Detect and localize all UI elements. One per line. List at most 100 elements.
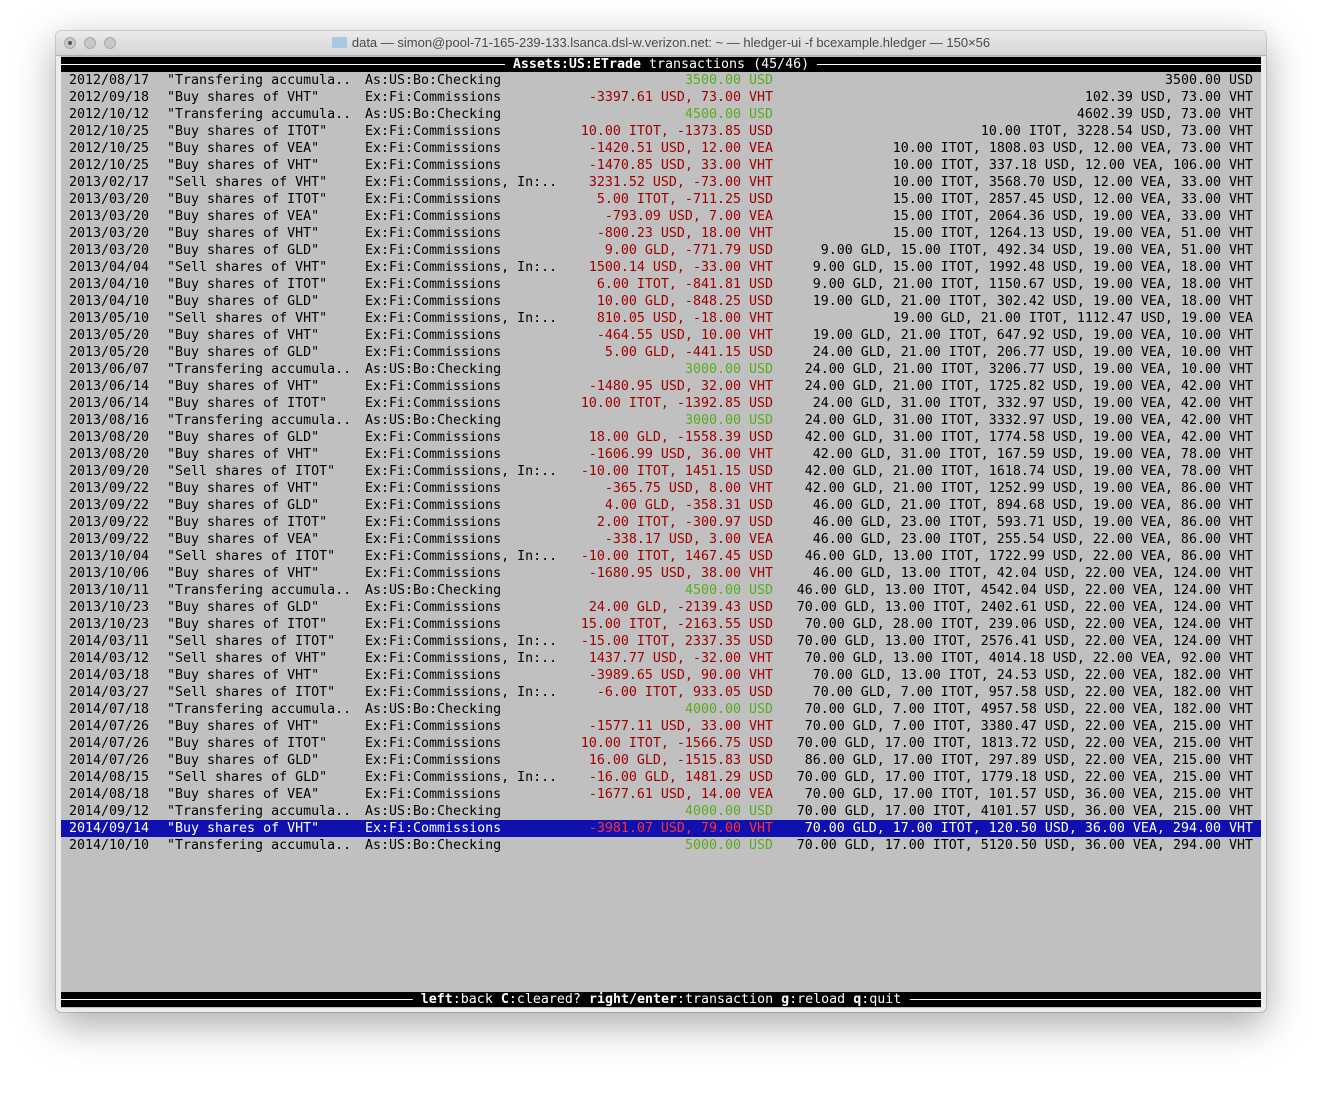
table-row[interactable]: 2013/05/20 "Buy shares of GLD" Ex:Fi:Commi… [61,344,1261,361]
row-amount: 6.00 ITOT, -841.81 USD [596,277,773,292]
row-account: As:US:Bo:Checking [365,362,502,377]
row-balance: 70.00 GLD, 7.00 ITOT, 957.58 USD, 22.00 … [812,685,1253,700]
row-account: Ex:Fi:Commissions [365,243,502,258]
minimize-button[interactable] [84,37,96,49]
table-row[interactable]: 2013/03/20 "Buy shares of VEA" Ex:Fi:Commi… [61,208,1261,225]
close-button[interactable] [64,37,76,49]
row-account: Ex:Fi:Commissions, In:.. [365,651,558,666]
table-row[interactable]: 2014/03/11 "Sell shares of ITOT" Ex:Fi:Com… [61,633,1261,650]
table-row[interactable]: 2013/02/17 "Sell shares of VHT" Ex:Fi:Comm… [61,174,1261,191]
row-balance: 70.00 GLD, 13.00 ITOT, 2576.41 USD, 22.0… [796,634,1253,649]
table-row[interactable]: 2013/09/22 "Buy shares of GLD" Ex:Fi:Commi… [61,497,1261,514]
table-row[interactable]: 2013/08/20 "Buy shares of VHT" Ex:Fi:Commi… [61,446,1261,463]
row-description: "Transfering accumula.. [167,107,352,122]
table-row[interactable]: 2014/09/12 "Transfering accumula.. As:US:B… [61,803,1261,820]
table-row[interactable]: 2013/10/04 "Sell shares of ITOT" Ex:Fi:Com… [61,548,1261,565]
screen-footer: left:back C:cleared? right/enter:transac… [61,992,1261,1007]
table-row[interactable]: 2013/05/10 "Sell shares of VHT" Ex:Fi:Comm… [61,310,1261,327]
table-row[interactable]: 2013/08/16 "Transfering accumula.. As:US:B… [61,412,1261,429]
table-row[interactable]: 2013/09/22 "Buy shares of VHT" Ex:Fi:Commi… [61,480,1261,497]
row-description: "Sell shares of VHT" [167,260,328,275]
row-balance: 9.00 GLD, 15.00 ITOT, 1992.48 USD, 19.00… [812,260,1253,275]
row-amount: -3397.61 USD, 73.00 VHT [588,90,773,105]
row-date: 2012/10/25 [69,124,150,139]
table-row[interactable]: 2013/04/04 "Sell shares of VHT" Ex:Fi:Comm… [61,259,1261,276]
row-description: "Buy shares of VHT" [167,226,320,241]
table-row[interactable]: 2012/09/18 "Buy shares of VHT" Ex:Fi:Commi… [61,89,1261,106]
row-balance: 70.00 GLD, 17.00 ITOT, 1813.72 USD, 22.0… [796,736,1253,751]
row-balance: 4602.39 USD, 73.00 VHT [1076,107,1253,122]
table-row[interactable]: 2013/04/10 "Buy shares of ITOT" Ex:Fi:Comm… [61,276,1261,293]
row-description: "Sell shares of ITOT" [167,634,336,649]
row-amount: 10.00 ITOT, -1373.85 USD [580,124,773,139]
table-row[interactable]: 2013/04/10 "Buy shares of GLD" Ex:Fi:Commi… [61,293,1261,310]
table-row[interactable]: 2013/10/11 "Transfering accumula.. As:US:B… [61,582,1261,599]
table-row[interactable]: 2013/10/23 "Buy shares of GLD" Ex:Fi:Commi… [61,599,1261,616]
table-row[interactable]: 2013/09/20 "Sell shares of ITOT" Ex:Fi:Com… [61,463,1261,480]
table-row-selected[interactable]: 2014/09/14 "Buy shares of VHT" Ex:Fi:Commi… [61,820,1261,837]
table-row[interactable]: 2012/10/25 "Buy shares of VEA" Ex:Fi:Commi… [61,140,1261,157]
row-balance: 70.00 GLD, 13.00 ITOT, 4014.18 USD, 22.0… [804,651,1253,666]
row-account: As:US:Bo:Checking [365,702,502,717]
table-row[interactable]: 2013/06/14 "Buy shares of VHT" Ex:Fi:Commi… [61,378,1261,395]
row-date: 2014/03/27 [69,685,150,700]
row-description: "Transfering accumula.. [167,73,352,88]
table-row[interactable]: 2013/03/20 "Buy shares of GLD" Ex:Fi:Commi… [61,242,1261,259]
row-description: "Buy shares of ITOT" [167,124,328,139]
table-row[interactable]: 2014/03/27 "Sell shares of ITOT" Ex:Fi:Com… [61,684,1261,701]
table-row[interactable]: 2014/07/26 "Buy shares of GLD" Ex:Fi:Commi… [61,752,1261,769]
table-row[interactable]: 2013/05/20 "Buy shares of VHT" Ex:Fi:Commi… [61,327,1261,344]
table-row[interactable]: 2014/03/12 "Sell shares of VHT" Ex:Fi:Comm… [61,650,1261,667]
row-amount: 3231.52 USD, -73.00 VHT [588,175,773,190]
table-row[interactable]: 2013/08/20 "Buy shares of GLD" Ex:Fi:Commi… [61,429,1261,446]
row-amount: 5.00 GLD, -441.15 USD [604,345,773,360]
row-account: Ex:Fi:Commissions [365,532,502,547]
row-amount: 3000.00 USD [684,413,773,428]
row-account: Ex:Fi:Commissions, In:.. [365,685,558,700]
row-balance: 46.00 GLD, 23.00 ITOT, 593.71 USD, 19.00… [812,515,1253,530]
row-date: 2014/08/18 [69,787,150,802]
row-balance: 15.00 ITOT, 1264.13 USD, 19.00 VEA, 51.0… [892,226,1253,241]
row-description: "Transfering accumula.. [167,362,352,377]
key-help: left:back C:cleared? right/enter:transac… [412,992,910,1007]
row-balance: 24.00 GLD, 31.00 ITOT, 3332.97 USD, 19.0… [804,413,1253,428]
transaction-list[interactable]: 2012/08/17 "Transfering accumula.. As:US:B… [61,72,1261,854]
table-row[interactable]: 2013/09/22 "Buy shares of VEA" Ex:Fi:Commi… [61,531,1261,548]
table-row[interactable]: 2014/10/10 "Transfering accumula.. As:US:B… [61,837,1261,854]
key-hint-transaction: right/enter:transaction [588,992,774,1007]
row-account: Ex:Fi:Commissions [365,90,502,105]
table-row[interactable]: 2012/10/12 "Transfering accumula.. As:US:B… [61,106,1261,123]
row-balance: 70.00 GLD, 17.00 ITOT, 1779.18 USD, 22.0… [796,770,1253,785]
row-description: "Buy shares of ITOT" [167,192,328,207]
row-account: Ex:Fi:Commissions [365,345,502,360]
table-row[interactable]: 2013/10/23 "Buy shares of ITOT" Ex:Fi:Comm… [61,616,1261,633]
table-row[interactable]: 2013/06/07 "Transfering accumula.. As:US:B… [61,361,1261,378]
table-row[interactable]: 2014/07/26 "Buy shares of VHT" Ex:Fi:Commi… [61,718,1261,735]
row-balance: 24.00 GLD, 21.00 ITOT, 206.77 USD, 19.00… [812,345,1253,360]
table-row[interactable]: 2012/08/17 "Transfering accumula.. As:US:B… [61,72,1261,89]
row-description: "Buy shares of ITOT" [167,736,328,751]
table-row[interactable]: 2014/07/18 "Transfering accumula.. As:US:B… [61,701,1261,718]
table-row[interactable]: 2013/10/06 "Buy shares of VHT" Ex:Fi:Commi… [61,565,1261,582]
table-row[interactable]: 2013/06/14 "Buy shares of ITOT" Ex:Fi:Comm… [61,395,1261,412]
row-description: "Buy shares of VEA" [167,532,320,547]
table-row[interactable]: 2013/03/20 "Buy shares of ITOT" Ex:Fi:Comm… [61,191,1261,208]
table-row[interactable]: 2013/03/20 "Buy shares of VHT" Ex:Fi:Commi… [61,225,1261,242]
row-description: "Buy shares of VHT" [167,821,320,836]
terminal-screen[interactable]: Assets:US:ETrade transactions (45/46) 20… [61,56,1261,1008]
zoom-button[interactable] [104,37,116,49]
table-row[interactable]: 2012/10/25 "Buy shares of ITOT" Ex:Fi:Comm… [61,123,1261,140]
table-row[interactable]: 2014/03/18 "Buy shares of VHT" Ex:Fi:Commi… [61,667,1261,684]
table-row[interactable]: 2014/08/18 "Buy shares of VEA" Ex:Fi:Commi… [61,786,1261,803]
row-account: Ex:Fi:Commissions, In:.. [365,464,558,479]
header-account: Assets:US:ETrade [512,57,641,72]
table-row[interactable]: 2014/08/15 "Sell shares of GLD" Ex:Fi:Comm… [61,769,1261,786]
table-row[interactable]: 2014/07/26 "Buy shares of ITOT" Ex:Fi:Comm… [61,735,1261,752]
row-date: 2013/06/14 [69,396,150,411]
row-amount: 5.00 ITOT, -711.25 USD [596,192,773,207]
table-row[interactable]: 2013/09/22 "Buy shares of ITOT" Ex:Fi:Comm… [61,514,1261,531]
table-row[interactable]: 2012/10/25 "Buy shares of VHT" Ex:Fi:Commi… [61,157,1261,174]
row-amount: 4500.00 USD [684,583,773,598]
row-description: "Buy shares of VHT" [167,447,320,462]
row-amount: 4500.00 USD [684,107,773,122]
